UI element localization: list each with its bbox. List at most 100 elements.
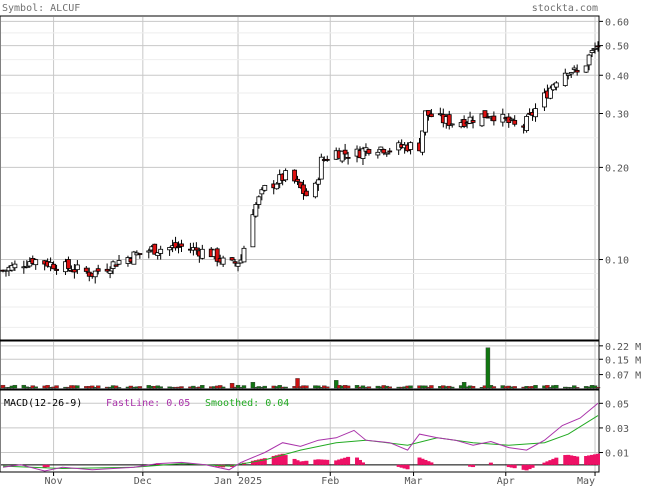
candle-body	[592, 47, 598, 50]
candle-body	[250, 214, 256, 248]
macd-histogram-bar	[402, 464, 407, 469]
volume-bar	[283, 386, 288, 389]
macd-panel: 0.01 0.03 0.05 MACD(12-26-9) FastLine: 0.0…	[0, 389, 629, 473]
macd-histogram-bar	[587, 455, 592, 465]
candle-body	[387, 150, 393, 153]
candle-body	[72, 269, 77, 273]
candle-body	[232, 261, 238, 264]
volume-bar	[21, 384, 27, 389]
volume-bar	[75, 385, 80, 389]
x-tick-label: Nov	[45, 476, 63, 486]
candle-body	[33, 259, 39, 266]
macd-histogram-bar	[584, 455, 589, 465]
volume-bar	[423, 385, 428, 389]
macd-histogram-bar	[405, 464, 410, 470]
volume-bar	[113, 385, 119, 389]
candle-body	[304, 190, 309, 197]
macd-histogram-bar	[280, 453, 285, 465]
macd-tick-label: 0.01	[605, 449, 629, 460]
volume-bar	[241, 385, 247, 389]
x-tick-label: Apr	[497, 476, 515, 486]
macd-histogram-bar	[259, 458, 264, 465]
volume-axis: 0.07 M 0.15 M 0.22 M	[599, 342, 641, 382]
macd-histogram-bar	[337, 459, 342, 465]
macd-histogram-bar	[45, 464, 50, 468]
macd-histogram-bar	[322, 459, 327, 465]
price-tick-label: 0.50	[605, 42, 629, 53]
volume-bar	[450, 386, 455, 389]
volume-bar	[360, 385, 366, 389]
candle-body	[241, 247, 247, 263]
candle-body	[509, 118, 515, 121]
chart-header: Symbol: ALCUF stockta.com	[2, 3, 598, 14]
candle-body	[565, 73, 571, 76]
candle-body	[107, 270, 113, 274]
volume-bar	[334, 380, 339, 389]
candle-body	[256, 196, 262, 205]
candle-body	[312, 182, 318, 198]
macd-histogram-bar	[283, 455, 288, 465]
candle-body	[562, 72, 568, 86]
candle-body	[193, 247, 199, 251]
candle-body	[571, 67, 577, 70]
macd-histogram-bar	[426, 461, 431, 465]
candle-body	[173, 242, 178, 249]
macd-histogram-bar	[420, 458, 425, 465]
volume-tick-label: 0.22 M	[605, 342, 641, 353]
macd-histogram-bar	[277, 454, 282, 465]
candle-body	[384, 152, 390, 155]
candle-body	[315, 179, 321, 185]
volume-bar	[574, 387, 580, 389]
macd-histogram-bar	[569, 455, 574, 465]
macd-histogram-bar	[530, 464, 535, 468]
candle-body	[283, 170, 289, 181]
volume-bar	[408, 385, 413, 389]
macd-histogram-bar	[563, 455, 568, 465]
volume-bar	[217, 385, 223, 389]
candle-body	[179, 243, 184, 247]
candle-body	[553, 82, 559, 88]
candle-body	[378, 146, 384, 150]
candle-body	[381, 149, 387, 154]
candle-body	[360, 148, 366, 159]
macd-histogram-bar	[575, 456, 580, 465]
volume-bar	[545, 385, 550, 389]
macd-panel-frame	[0, 389, 600, 473]
candle-body	[366, 149, 372, 154]
volume-bar	[116, 387, 122, 389]
candle-body	[229, 257, 235, 261]
candle-body	[574, 69, 580, 73]
candle-body	[426, 110, 431, 116]
price-candles	[0, 41, 601, 284]
volume-grid	[1, 342, 598, 388]
candle-body	[155, 252, 161, 256]
x-axis-labels: Nov Dec Jan 2025 Feb Mar Apr May	[45, 472, 596, 486]
candle-body	[104, 268, 110, 272]
macd-histogram-bar	[554, 457, 559, 465]
macd-histogram-bar	[42, 464, 47, 468]
candle-body	[167, 247, 173, 251]
volume-bar	[200, 385, 205, 389]
macd-histogram-bar	[274, 455, 279, 465]
volume-bar	[595, 387, 601, 389]
x-tick-label: Feb	[321, 476, 339, 486]
volume-tick-label: 0.15 M	[605, 355, 641, 366]
candle-body	[113, 264, 119, 267]
macd-histogram-bar	[396, 464, 401, 467]
macd-histogram-bar	[590, 454, 595, 465]
macd-histogram-bar	[524, 464, 529, 471]
volume-bar	[262, 385, 267, 389]
macd-histogram-bar	[566, 454, 571, 465]
volume-tick-label: 0.07 M	[605, 371, 641, 382]
macd-histogram-bar	[423, 459, 428, 465]
x-tick-label: Dec	[134, 476, 152, 486]
candle-body	[524, 116, 529, 131]
macd-histogram-bar	[250, 460, 255, 465]
volume-bar	[366, 386, 372, 389]
macd-histogram-bar	[506, 464, 511, 468]
site-label: stockta.com	[532, 3, 598, 14]
macd-histogram-bar	[346, 456, 351, 465]
candle-body	[131, 251, 137, 265]
macd-histogram-bar	[295, 460, 300, 465]
volume-bar	[229, 383, 235, 389]
